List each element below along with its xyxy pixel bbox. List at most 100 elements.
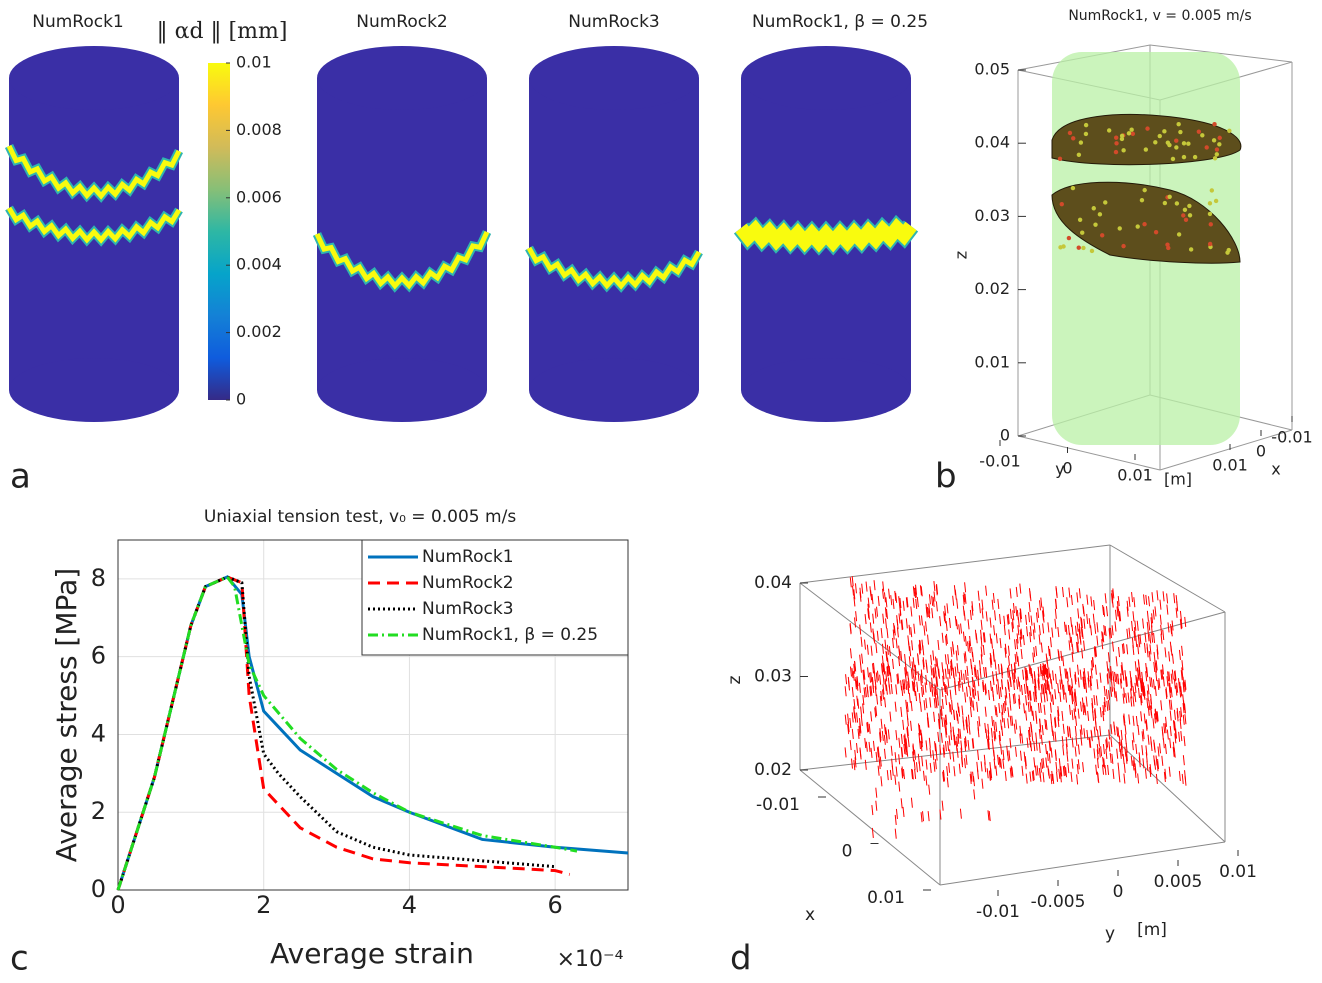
crack-segment <box>931 595 934 606</box>
crack-segment <box>1117 596 1120 607</box>
crack-segment <box>933 711 936 722</box>
crack-segment <box>995 671 998 682</box>
crack-segment <box>952 751 955 762</box>
crack-segment <box>1019 612 1022 623</box>
crack-segment <box>1057 683 1060 694</box>
crack-segment <box>900 747 903 758</box>
crack-segment <box>1115 609 1117 620</box>
panel-label: b <box>935 457 957 497</box>
crack-segment <box>1120 729 1123 740</box>
crack-segment <box>904 733 907 744</box>
crack-segment <box>933 686 936 697</box>
crack-segment <box>1166 593 1169 604</box>
crack-segment <box>989 680 992 691</box>
crack-segment <box>882 684 885 695</box>
crack-segment <box>937 731 940 743</box>
crack-segment <box>944 741 947 752</box>
crack-segment <box>1076 764 1079 775</box>
z-label: z <box>725 675 745 684</box>
crack-segment <box>1165 688 1168 700</box>
crack-segment <box>906 597 909 608</box>
crack-segment <box>994 729 997 740</box>
crack-spot <box>1057 156 1063 162</box>
crack-segment <box>1003 615 1006 626</box>
crack-segment <box>1164 723 1167 734</box>
crack-spot <box>1181 141 1187 146</box>
crack-segment <box>1154 709 1157 720</box>
crack-segment <box>1021 733 1024 744</box>
crack-segment <box>1123 762 1126 773</box>
crack-segment <box>969 696 972 707</box>
crack-segment <box>959 808 962 819</box>
crack-spot <box>1130 131 1136 136</box>
crack-segment <box>956 747 959 758</box>
crack-segment <box>993 731 996 742</box>
crack-segment <box>1011 715 1014 726</box>
crack-segment <box>919 675 922 686</box>
crack-segment <box>1108 741 1111 752</box>
crack-segment <box>920 586 923 597</box>
crack-segment <box>928 784 931 795</box>
crack-segment <box>1142 686 1145 697</box>
crack-segment <box>912 681 915 692</box>
crack-segment <box>929 747 932 758</box>
crack-segment <box>854 712 857 723</box>
crack-segment <box>1075 735 1078 747</box>
box-edge <box>1109 734 1226 843</box>
crack-segment <box>942 675 945 686</box>
crack-segment <box>870 711 873 722</box>
crack-segment <box>955 710 958 721</box>
crack-segment <box>1065 767 1068 778</box>
crack-segment <box>943 682 946 693</box>
crack-segment <box>1099 672 1102 683</box>
crack-segment <box>1066 597 1069 608</box>
x-label: x <box>805 905 815 925</box>
crack-segment <box>1164 743 1167 754</box>
crack-segment <box>1019 583 1022 594</box>
crack-segment <box>1089 680 1092 691</box>
crack-segment <box>1039 600 1041 611</box>
z-tick-label: 0.02 <box>754 760 792 780</box>
crack-segment <box>898 754 901 765</box>
crack-segment <box>1047 765 1050 776</box>
crack-segment <box>1057 716 1060 728</box>
crack-segment <box>1004 695 1007 706</box>
crack-spot <box>1097 212 1103 217</box>
crack-segment <box>1025 710 1028 721</box>
crack-segment <box>857 698 860 709</box>
crack-segment <box>970 771 973 782</box>
crack-spot <box>1186 141 1191 146</box>
cylinder-title: NumRock3 <box>568 12 660 32</box>
crack-segment <box>1115 656 1118 667</box>
crack-spot <box>1174 138 1179 143</box>
crack-segment <box>935 676 938 687</box>
crack-segment <box>1007 655 1010 666</box>
crack-segment <box>904 663 907 674</box>
crack-segment <box>967 641 970 652</box>
crack-segment <box>973 789 976 800</box>
crack-segment <box>877 595 880 607</box>
crack-segment <box>949 749 952 760</box>
crack-segment <box>1174 670 1177 681</box>
crack-segment <box>1025 683 1028 694</box>
crack-segment <box>1182 694 1185 705</box>
crack-segment <box>1119 748 1122 759</box>
crack-spot <box>1162 129 1167 134</box>
crack-segment <box>980 761 983 772</box>
crack-segment <box>1087 677 1090 688</box>
crack-segment <box>907 737 910 748</box>
legend-label: NumRock1 <box>422 547 514 567</box>
crack-segment <box>958 677 961 688</box>
crack-segment <box>1076 592 1079 603</box>
crack-segment <box>902 719 905 730</box>
crack-segment <box>857 728 860 740</box>
crack-segment <box>1124 734 1127 745</box>
crack-segment <box>1025 667 1028 678</box>
crack-spot <box>1212 156 1218 161</box>
y-axis-label: Average stress [MPa] <box>50 568 83 862</box>
crack-segment <box>981 599 984 610</box>
crack-segment <box>1162 591 1165 602</box>
crack-spot <box>1174 145 1179 150</box>
crack-segment <box>1035 710 1038 721</box>
crack-spot <box>1093 222 1098 227</box>
